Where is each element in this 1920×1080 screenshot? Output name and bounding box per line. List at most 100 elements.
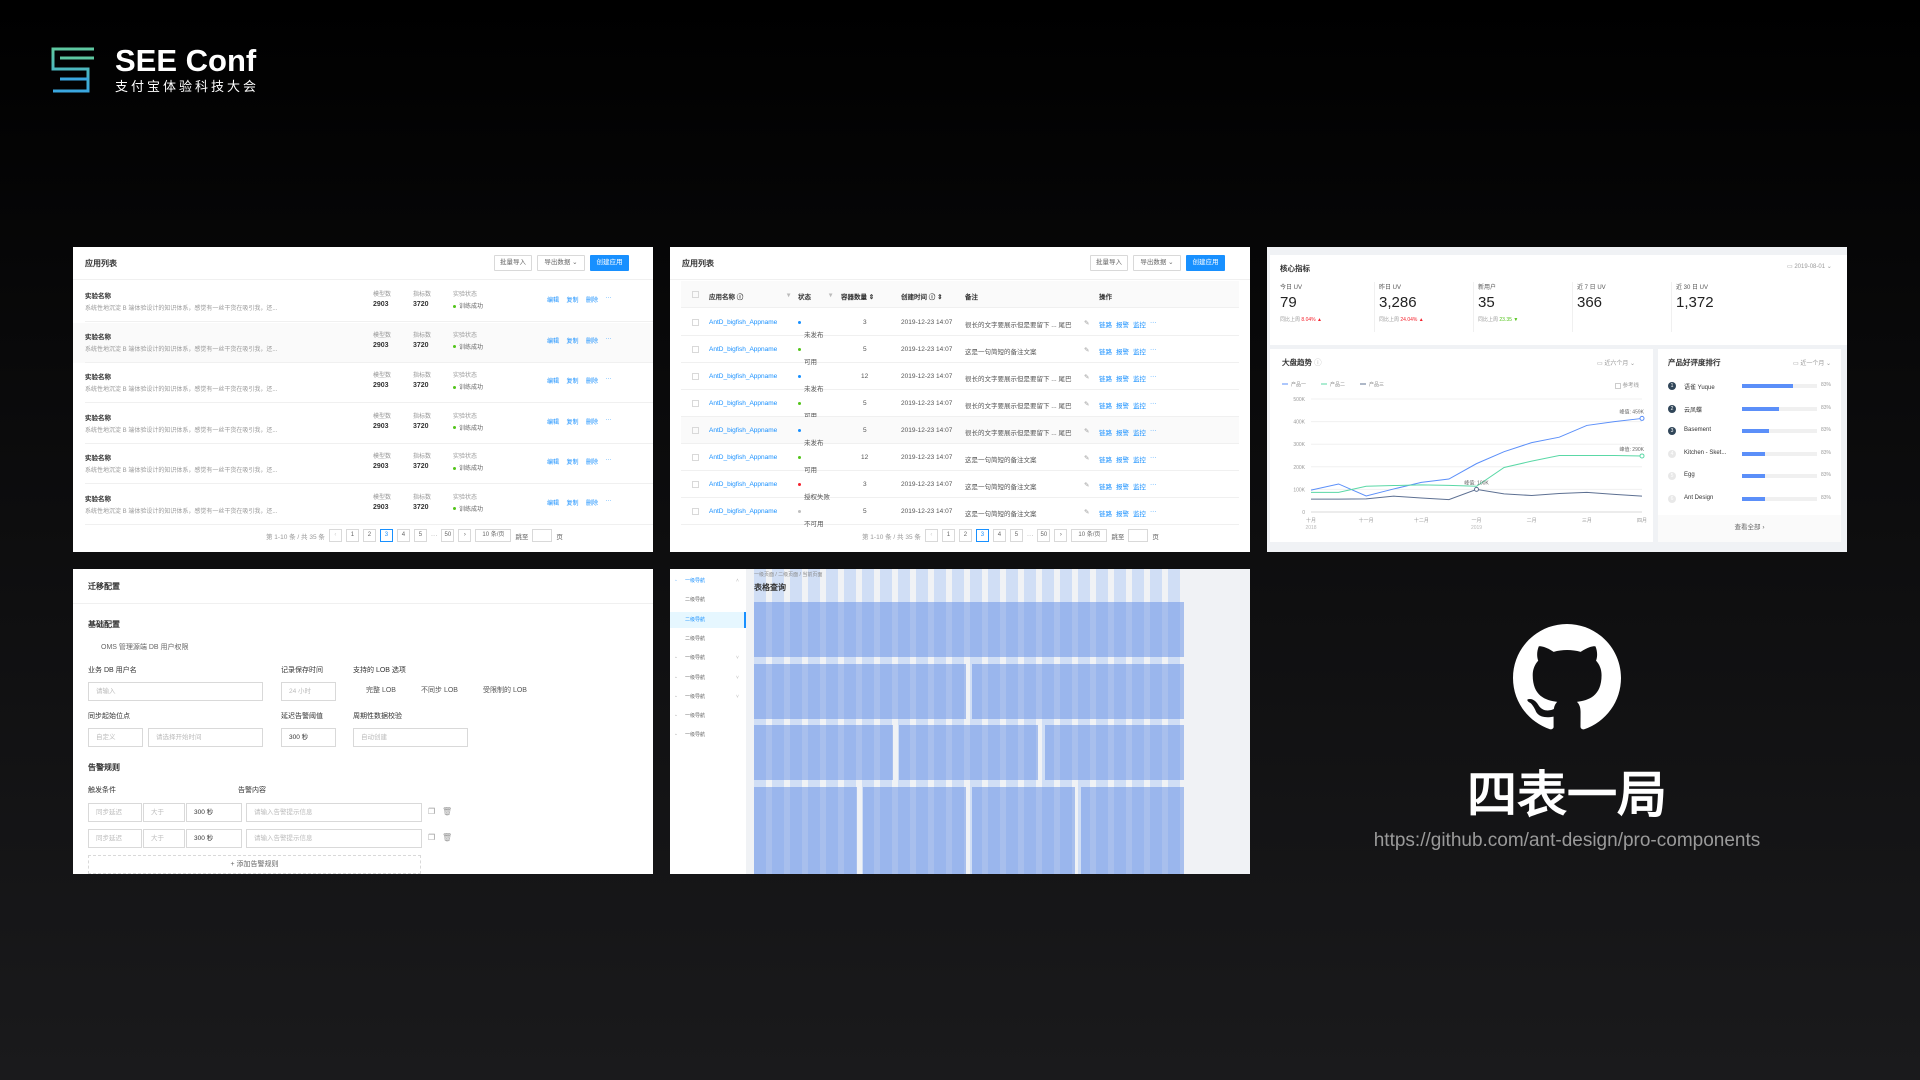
trace-action[interactable]: 链路 xyxy=(1099,322,1112,329)
sidebar-item[interactable]: 二级导航 xyxy=(670,592,746,608)
delete-action[interactable]: 删除 xyxy=(586,379,599,385)
next-page-button[interactable]: › xyxy=(458,529,472,542)
alarm-action[interactable]: 报警 xyxy=(1116,484,1129,491)
more-action[interactable]: ··· xyxy=(1150,427,1157,434)
delete-icon[interactable]: 🗑 xyxy=(442,807,453,816)
sync-start-time-picker[interactable]: 请选择开始时间 xyxy=(148,728,263,747)
edit-action[interactable]: 编辑 xyxy=(547,419,560,426)
operator-select[interactable]: 大于 xyxy=(143,803,185,822)
page-3-button[interactable]: 3 xyxy=(975,529,989,542)
keep-time-input[interactable]: 24 小时 xyxy=(281,682,336,701)
more-action[interactable]: ··· xyxy=(1150,346,1157,353)
trace-action[interactable]: 链路 xyxy=(1099,349,1112,356)
alarm-action[interactable]: 报警 xyxy=(1116,322,1129,329)
ranking-range-picker[interactable]: ▭ 近一个月 ⌄ xyxy=(1793,361,1832,367)
alarm-action[interactable]: 报警 xyxy=(1116,511,1129,518)
edit-action[interactable]: 编辑 xyxy=(547,338,560,345)
row-checkbox[interactable] xyxy=(692,319,699,326)
trigger-type-select[interactable]: 同步延迟 xyxy=(88,803,142,822)
page-50-button[interactable]: 50 xyxy=(1037,529,1051,542)
page-2-button[interactable]: 2 xyxy=(958,529,972,542)
range-picker[interactable]: ▭ 近六个月 ⌄ xyxy=(1597,361,1636,367)
page-4-button[interactable]: 4 xyxy=(992,529,1006,542)
delete-icon[interactable]: 🗑 xyxy=(442,833,453,842)
sidebar-item[interactable]: 二级导航 xyxy=(670,611,746,628)
trace-action[interactable]: 链路 xyxy=(1099,511,1112,518)
db-user-input[interactable]: 请输入 xyxy=(88,682,263,701)
monitor-action[interactable]: 监控 xyxy=(1133,403,1146,410)
trace-action[interactable]: 链路 xyxy=(1099,376,1112,383)
app-name-link[interactable]: AntD_bigfish_Appname xyxy=(709,400,778,407)
jump-input[interactable] xyxy=(1128,529,1149,542)
copy-action[interactable]: 复制 xyxy=(566,419,579,426)
page-1-button[interactable]: 1 xyxy=(345,529,359,542)
monitor-action[interactable]: 监控 xyxy=(1133,511,1146,518)
prev-page-button[interactable]: ‹ xyxy=(924,529,938,542)
delete-action[interactable]: 删除 xyxy=(586,419,599,426)
more-action[interactable]: ··· xyxy=(1150,373,1157,380)
legend-label[interactable]: 产品三 xyxy=(1369,381,1384,388)
prev-page-button[interactable]: ‹ xyxy=(328,529,342,542)
page-50-button[interactable]: 50 xyxy=(441,529,455,542)
filter-icon[interactable]: ▾ xyxy=(787,292,791,299)
sidebar-item[interactable]: ◦ 一级导航 xyxy=(670,708,746,724)
lob-option-full[interactable]: 完整 LOB xyxy=(366,687,396,694)
monitor-action[interactable]: 监控 xyxy=(1133,349,1146,356)
more-action[interactable]: ··· xyxy=(605,416,612,423)
edit-icon[interactable]: ✎ xyxy=(1084,320,1090,327)
row-checkbox[interactable] xyxy=(692,400,699,407)
page-2-button[interactable]: 2 xyxy=(362,529,376,542)
copy-icon[interactable]: ❐ xyxy=(428,833,436,842)
edit-icon[interactable]: ✎ xyxy=(1084,374,1090,381)
github-icon[interactable] xyxy=(1513,624,1621,732)
alarm-action[interactable]: 报警 xyxy=(1116,349,1129,356)
edit-icon[interactable]: ✎ xyxy=(1084,509,1090,516)
app-name-link[interactable]: AntD_bigfish_Appname xyxy=(709,508,778,515)
delete-action[interactable]: 删除 xyxy=(586,298,599,304)
more-action[interactable]: ··· xyxy=(605,335,612,342)
alarm-action[interactable]: 报警 xyxy=(1116,403,1129,410)
lob-option-limited[interactable]: 受限制的 LOB xyxy=(483,687,527,694)
copy-icon[interactable]: ❐ xyxy=(428,807,436,816)
app-name-link[interactable]: AntD_bigfish_Appname xyxy=(709,454,778,461)
sidebar-item[interactable]: 二级导航 xyxy=(670,631,746,647)
row-checkbox[interactable] xyxy=(692,427,699,434)
edit-action[interactable]: 编辑 xyxy=(547,500,560,507)
trace-action[interactable]: 链路 xyxy=(1099,403,1112,410)
column-header-name[interactable]: 应用名称 ⓘ xyxy=(709,294,744,301)
alarm-message-input[interactable]: 请输入告警提示信息 xyxy=(246,803,422,822)
next-page-button[interactable]: › xyxy=(1054,529,1068,542)
batch-import-button[interactable]: 批量导入 xyxy=(1090,255,1128,271)
jump-input[interactable] xyxy=(532,529,553,542)
export-data-button[interactable]: 导出数据 ⌄ xyxy=(537,255,585,271)
threshold-input[interactable]: 300 秒 xyxy=(186,803,242,822)
copy-action[interactable]: 复制 xyxy=(566,460,579,466)
select-all-checkbox[interactable] xyxy=(692,291,699,298)
filter-icon[interactable]: ▾ xyxy=(829,292,833,299)
breadcrumb[interactable]: 一级页面 / 二级页面 / 当前页面 xyxy=(754,572,823,578)
app-name-link[interactable]: AntD_bigfish_Appname xyxy=(709,481,778,488)
pagination-ellipsis[interactable]: ··· xyxy=(1026,532,1034,539)
edit-icon[interactable]: ✎ xyxy=(1084,428,1090,435)
copy-action[interactable]: 复制 xyxy=(566,379,579,385)
more-action[interactable]: ··· xyxy=(1150,319,1157,326)
monitor-action[interactable]: 监控 xyxy=(1133,457,1146,464)
edit-icon[interactable]: ✎ xyxy=(1084,455,1090,462)
sidebar-item[interactable]: ◦ 一级导航 ˅ xyxy=(670,650,746,666)
page-size-select[interactable]: 10 条/页 xyxy=(475,529,512,542)
lob-option-nosync[interactable]: 不同步 LOB xyxy=(421,687,458,694)
date-picker[interactable]: ▭ 2019-08-01 ⌄ xyxy=(1787,264,1832,270)
edit-icon[interactable]: ✎ xyxy=(1084,401,1090,408)
app-name-link[interactable]: AntD_bigfish_Appname xyxy=(709,319,778,326)
more-action[interactable]: ··· xyxy=(605,376,612,382)
edit-icon[interactable]: ✎ xyxy=(1084,347,1090,354)
copy-action[interactable]: 复制 xyxy=(566,298,579,304)
create-app-button[interactable]: 创建应用 xyxy=(590,255,629,271)
alarm-action[interactable]: 报警 xyxy=(1116,376,1129,383)
trace-action[interactable]: 链路 xyxy=(1099,457,1112,464)
edit-icon[interactable]: ✎ xyxy=(1084,482,1090,489)
add-alarm-rule-button[interactable]: + 添加告警规则 xyxy=(88,855,421,874)
monitor-action[interactable]: 监控 xyxy=(1133,484,1146,491)
sync-mode-select[interactable]: 自定义 xyxy=(88,728,143,747)
legend-label[interactable]: 产品一 xyxy=(1291,381,1306,388)
